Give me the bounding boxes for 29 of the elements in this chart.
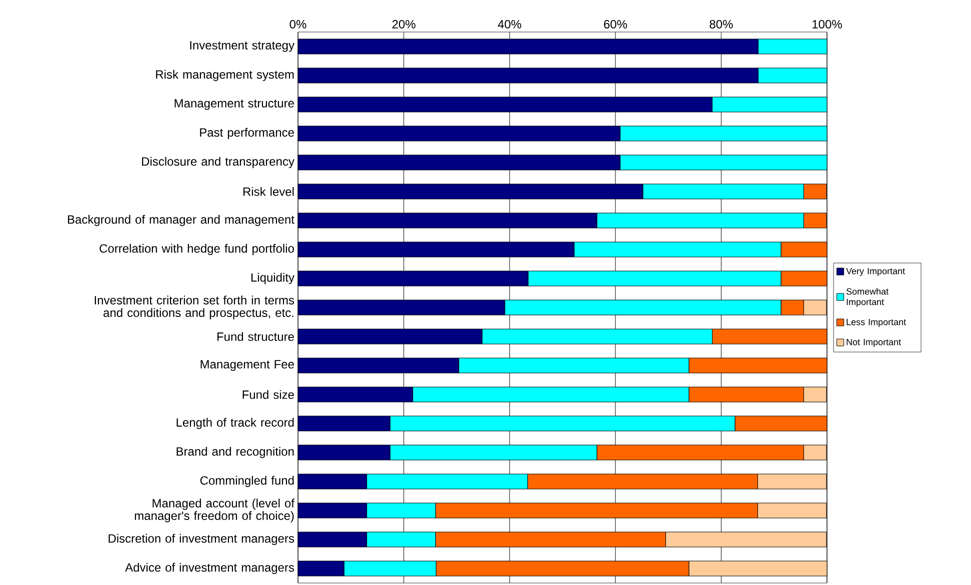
y-tick-label: Investment criterion set forth in terms and conditions and prospectus, etc. <box>94 296 294 320</box>
y-tick-label: Discretion of investment managers <box>108 534 294 546</box>
legend-label: Less Important <box>846 318 906 327</box>
y-tick-label: Disclosure and transparency <box>142 156 294 168</box>
y-tick-label: Commingled fund <box>200 476 294 488</box>
y-tick-label: Managed account (level of manager's freedom of choice) <box>134 498 294 522</box>
y-tick-label: Background of manager and management <box>68 214 294 226</box>
y-tick-label: Brand and recognition <box>176 446 294 458</box>
legend-label: Somewhat Important <box>846 288 888 307</box>
legend-label: Very Important <box>846 268 905 276</box>
y-tick-label: Fund size <box>242 390 294 399</box>
x-tick-label: 0% <box>290 20 306 28</box>
x-tick-label: 40% <box>498 20 522 28</box>
x-tick-label: 60% <box>604 20 627 28</box>
x-tick-label: 80% <box>710 20 733 28</box>
y-tick-label: Risk management system <box>156 70 294 82</box>
y-tick-label: Investment strategy <box>190 41 294 52</box>
y-tick-label: Correlation with hedge fund portfolio <box>100 244 294 256</box>
y-tick-label: Fund structure <box>217 332 294 341</box>
x-tick-label: 100% <box>812 20 842 28</box>
y-tick-label: Management structure <box>174 99 294 110</box>
y-tick-label: Liquidity <box>251 272 294 284</box>
y-tick-label: Risk level <box>243 187 294 196</box>
y-tick-label: Management Fee <box>200 360 294 371</box>
y-tick-label: Past performance <box>200 128 294 140</box>
y-tick-label: Advice of investment managers <box>125 562 294 574</box>
x-tick-label: 20% <box>392 20 416 28</box>
y-tick-label: Length of track record <box>176 418 294 430</box>
legend-label: Not Important <box>846 338 901 348</box>
